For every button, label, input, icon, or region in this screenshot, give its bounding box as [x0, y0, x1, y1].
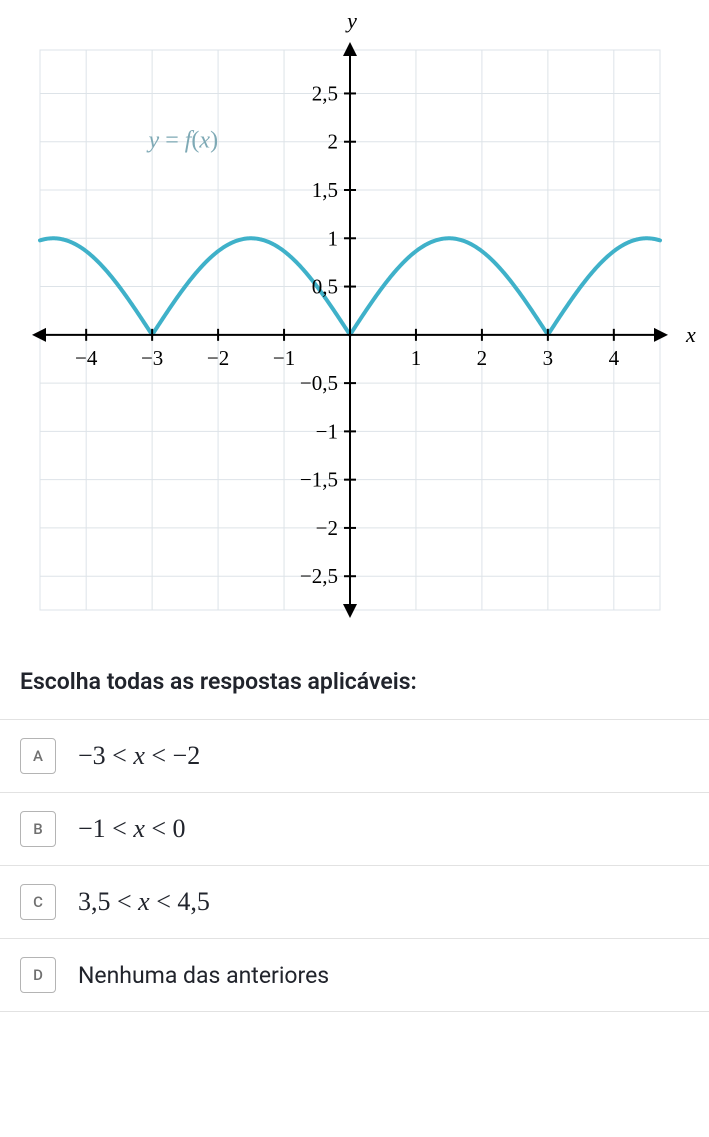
option-b-text: −1 < x < 0 [78, 814, 186, 844]
svg-text:y: y [345, 8, 357, 33]
option-c-text: 3,5 < x < 4,5 [78, 887, 210, 917]
svg-text:−4: −4 [74, 346, 97, 370]
svg-text:2: 2 [327, 130, 338, 154]
answer-options: A −3 < x < −2 B −1 < x < 0 C 3,5 < x < 4… [0, 719, 709, 1012]
option-b[interactable]: B −1 < x < 0 [0, 792, 709, 865]
svg-text:y = f(x): y = f(x) [146, 128, 218, 154]
svg-text:0,5: 0,5 [311, 275, 337, 299]
function-chart: −4−3−2−11234−2,5−2−1,5−1−0,50,511,522,5x… [10, 0, 700, 640]
option-key-box: B [20, 811, 56, 847]
option-a[interactable]: A −3 < x < −2 [0, 719, 709, 792]
svg-text:−2: −2 [315, 516, 337, 540]
option-key-box: A [20, 738, 56, 774]
option-a-text: −3 < x < −2 [78, 741, 200, 771]
svg-text:−3: −3 [140, 346, 162, 370]
svg-text:4: 4 [608, 346, 619, 370]
option-key-box: D [20, 957, 56, 993]
option-c[interactable]: C 3,5 < x < 4,5 [0, 865, 709, 938]
svg-text:−0,5: −0,5 [299, 371, 337, 395]
svg-text:2,5: 2,5 [311, 81, 337, 105]
math-text: 3,5 < x < 4,5 [78, 887, 210, 916]
svg-text:−2,5: −2,5 [299, 564, 337, 588]
svg-text:−1: −1 [272, 346, 294, 370]
svg-text:3: 3 [542, 346, 553, 370]
question-prompt: Escolha todas as respostas aplicáveis: [0, 640, 709, 719]
option-d-text: Nenhuma das anteriores [78, 962, 329, 989]
svg-text:2: 2 [476, 346, 487, 370]
option-d[interactable]: D Nenhuma das anteriores [0, 938, 709, 1012]
math-text: −3 < x < −2 [78, 741, 200, 770]
chart-svg: −4−3−2−11234−2,5−2−1,5−1−0,50,511,522,5x… [10, 0, 700, 640]
svg-text:1,5: 1,5 [311, 178, 337, 202]
option-key-box: C [20, 884, 56, 920]
svg-text:−1,5: −1,5 [299, 468, 337, 492]
math-text: −1 < x < 0 [78, 814, 186, 843]
svg-text:−2: −2 [206, 346, 228, 370]
svg-text:−1: −1 [315, 419, 337, 443]
svg-text:x: x [685, 322, 696, 347]
svg-text:1: 1 [327, 226, 338, 250]
svg-text:1: 1 [410, 346, 421, 370]
